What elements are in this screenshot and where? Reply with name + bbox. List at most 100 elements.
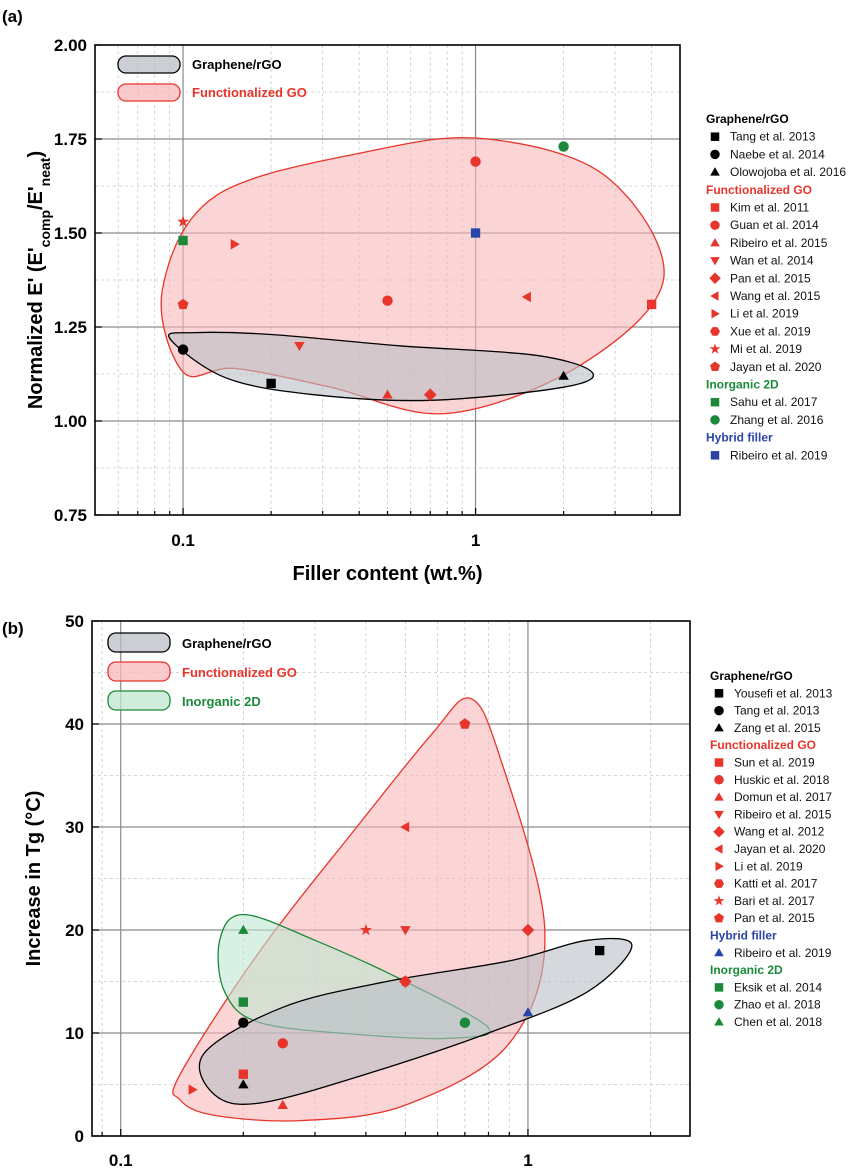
- region-legend-label: Functionalized GO: [182, 665, 297, 680]
- region-legend: Graphene/rGO Functionalized GO: [117, 55, 307, 102]
- region-legend-swatch-functionalized: [117, 83, 181, 102]
- legend-entry-label: Wang et al. 2012: [734, 825, 825, 839]
- legend-marker-pentagon: [710, 361, 720, 371]
- legend-marker-hexagon: [710, 327, 720, 336]
- legend-marker-tri-up: [714, 948, 724, 957]
- y-tick-label: 10: [65, 1024, 84, 1043]
- data-point-circle: [238, 1017, 249, 1028]
- y-tick-label: 20: [65, 921, 84, 940]
- legend-entry-label: Kim et al. 2011: [730, 201, 809, 215]
- y-tick-label: 30: [65, 818, 84, 837]
- data-point-tri-up: [522, 1007, 534, 1017]
- legend-marker-tri-up: [714, 792, 724, 801]
- legend-marker-circle: [710, 149, 720, 160]
- data-point-circle: [382, 295, 393, 306]
- region-layer: [172, 697, 633, 1122]
- region-legend-swatch-functionalized: [107, 661, 171, 682]
- data-point-tri-left: [400, 821, 410, 833]
- region-legend-swatch-inorganic: [107, 690, 171, 711]
- legend-marker-tri-left: [714, 844, 723, 854]
- data-point-square: [646, 299, 657, 310]
- legend-marker-square: [710, 397, 720, 407]
- legend-entry-label: Li et al. 2019: [730, 307, 799, 321]
- data-point-square: [470, 228, 481, 238]
- y-tick-label: 1.50: [54, 224, 87, 243]
- data-point-tri-up: [558, 370, 569, 380]
- legend-marker-circle: [714, 775, 724, 785]
- y-axis-title-part: neat: [37, 157, 53, 186]
- legend-group-header: Functionalized GO: [710, 738, 816, 752]
- legend-marker-tri-left: [710, 291, 719, 301]
- legend-marker-square: [714, 758, 724, 767]
- data-point-tri-up: [238, 1079, 249, 1089]
- legend-entry-label: Zhang et al. 2016: [730, 413, 824, 427]
- data-point-circle: [470, 156, 481, 167]
- data-point-diamond: [423, 388, 437, 401]
- y-tick-label: 1.00: [54, 412, 87, 431]
- legend-marker-tri-right: [711, 308, 720, 319]
- data-point-pentagon: [177, 298, 189, 310]
- legend-marker-tri-up: [714, 723, 724, 732]
- legend-entry-label: Ribeiro et al. 2019: [730, 448, 828, 462]
- y-axis-title-part: comp: [37, 210, 53, 247]
- legend-marker-star: [709, 343, 721, 354]
- region-legend-label: Functionalized GO: [192, 85, 307, 100]
- legend-entry-label: Li et al. 2019: [734, 859, 803, 873]
- legend-group-header: Graphene/rGO: [710, 669, 793, 683]
- legend-entry-label: Zhao et al. 2018: [734, 998, 821, 1012]
- legend-entry-label: Olowojoba et al. 2016: [730, 165, 846, 179]
- data-point-square: [266, 378, 276, 389]
- legend-marker-star: [713, 895, 725, 906]
- legend-marker-square: [710, 132, 720, 141]
- legend-entry-label: Katti et al. 2017: [734, 877, 818, 891]
- ticks: 0.1 1 0.75 1.00 1.25 1.50 1.75 2.00: [54, 36, 653, 550]
- y-tick-label: 40: [65, 715, 84, 734]
- y-axis-title-part: ): [25, 151, 47, 158]
- region-graphene: [198, 937, 633, 1105]
- data-point-circle: [459, 1017, 471, 1028]
- data-point-star: [359, 923, 372, 936]
- legend-entry-label: Zang et al. 2015: [734, 721, 821, 735]
- legend-entry-label: Wan et al. 2014: [730, 254, 814, 268]
- legend-entry-label: Pan et al. 2015: [734, 911, 815, 925]
- data-point-tri-up: [277, 1099, 288, 1109]
- legend: Graphene/rGO Tang et al. 2013 Naebe et al.…: [706, 112, 846, 462]
- data-point-pentagon: [459, 718, 471, 729]
- legend-entry-label: Yousefi et al. 2013: [734, 686, 833, 700]
- y-tick-label: 50: [65, 612, 84, 631]
- legend-entry-label: Ribeiro et al. 2015: [730, 236, 828, 250]
- x-tick-label: 0.1: [171, 531, 195, 550]
- legend-marker-diamond: [709, 272, 721, 284]
- data-point-tri-left: [521, 291, 531, 303]
- y-axis-title: Normalized E' (E'comp/E'neat): [25, 151, 53, 409]
- x-tick-label: 0.1: [109, 1151, 133, 1170]
- chart-panel-a: (a) 0.1 1 0.75 1.00 1.25 1.50 1.75 2.00 Filler co…: [2, 7, 846, 585]
- legend-marker-square: [710, 203, 720, 212]
- data-point-tri-up: [238, 924, 249, 934]
- legend-marker-hexagon: [714, 879, 724, 888]
- data-point-hexagon: [399, 976, 411, 987]
- y-tick-label: 1.25: [54, 318, 87, 337]
- data-point-circle: [177, 344, 189, 355]
- legend-entry-label: Ribeiro et al. 2019: [734, 946, 832, 960]
- legend-marker-square: [714, 983, 724, 992]
- legend-entry-label: Eksik et al. 2014: [734, 980, 822, 994]
- legend-entry-label: Tang et al. 2013: [734, 704, 820, 718]
- legend-group-header: Functionalized GO: [706, 183, 812, 197]
- y-tick-label: 2.00: [54, 36, 87, 55]
- points-layer: [188, 718, 605, 1109]
- legend-entry-label: Mi et al. 2019: [730, 342, 802, 356]
- legend-entry-label: Jayan et al. 2020: [734, 842, 826, 856]
- x-tick-label: 1: [471, 531, 480, 550]
- y-tick-label: 1.75: [54, 130, 87, 149]
- region-layer: [160, 136, 665, 415]
- legend-marker-tri-up: [710, 238, 720, 247]
- data-point-square: [594, 945, 605, 956]
- legend-entry-label: Jayan et al. 2020: [730, 360, 822, 374]
- legend-group-header: Hybrid filler: [706, 431, 773, 445]
- legend-entry-label: Wang et al. 2015: [730, 289, 821, 303]
- legend-marker-square: [710, 451, 720, 460]
- chart-panel-b: (b)0.1101020304050Filler content (wt.%)I…: [2, 612, 833, 1170]
- legend-marker-circle: [710, 415, 720, 425]
